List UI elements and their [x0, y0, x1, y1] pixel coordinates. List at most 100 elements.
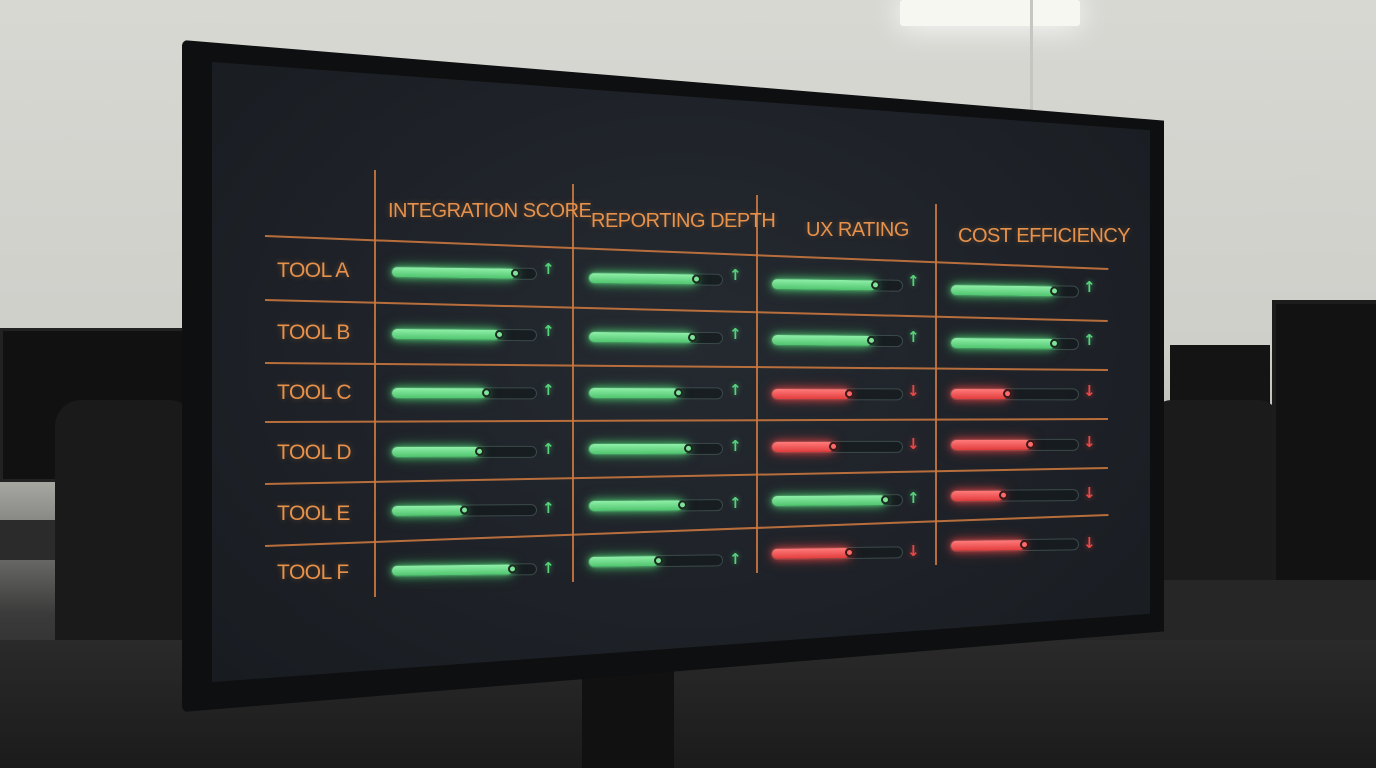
- score-bar-fill: [771, 279, 877, 291]
- score-bar-fill: [391, 446, 480, 457]
- score-bar-fill: [391, 387, 488, 399]
- arrow-up-icon: ↑: [542, 439, 555, 458]
- arrow-down-icon: ↓: [1083, 533, 1096, 552]
- arrow-up-icon: ↑: [542, 321, 555, 340]
- score-bar-knob: [691, 274, 701, 284]
- score-bar-knob: [683, 444, 693, 454]
- arrow-up-icon: ↑: [542, 499, 555, 518]
- score-bar-knob: [867, 335, 877, 345]
- score-bar: [770, 494, 904, 507]
- score-bar: [587, 499, 724, 512]
- arrow-up-icon: ↑: [729, 550, 742, 569]
- score-bar: [587, 443, 724, 456]
- table-row-divider: [264, 299, 1108, 322]
- score-bar-fill: [391, 505, 466, 517]
- score-bar-knob: [482, 388, 492, 398]
- arrow-down-icon: ↓: [907, 435, 920, 454]
- score-bar-knob: [460, 505, 470, 516]
- row-label-tool-d[interactable]: TOOL D: [277, 441, 352, 464]
- score-bar: [949, 489, 1080, 502]
- score-bar: [770, 546, 904, 560]
- score-bar-knob: [999, 490, 1009, 500]
- score-bar: [390, 327, 538, 341]
- score-bar-fill: [771, 442, 835, 453]
- row-label-tool-f[interactable]: TOOL F: [277, 561, 349, 584]
- column-header-ux-rating[interactable]: UX RATING: [806, 219, 909, 241]
- score-bar-fill: [950, 337, 1056, 349]
- score-bar-fill: [771, 547, 851, 559]
- score-bar: [949, 538, 1080, 552]
- score-bar: [587, 554, 724, 569]
- table-row-divider: [264, 362, 1108, 371]
- score-bar: [949, 439, 1080, 452]
- score-bar-knob: [1050, 338, 1060, 348]
- arrow-up-icon: ↑: [1083, 277, 1096, 296]
- score-bar-knob: [507, 564, 517, 574]
- arrow-down-icon: ↓: [907, 381, 920, 400]
- arrow-up-icon: ↑: [729, 324, 742, 343]
- score-bar-knob: [829, 442, 839, 452]
- score-bar-knob: [870, 280, 881, 290]
- score-bar-fill: [950, 389, 1009, 400]
- score-bar: [949, 388, 1080, 401]
- score-bar-fill: [588, 331, 693, 343]
- score-bar: [770, 441, 904, 454]
- score-bar-fill: [391, 564, 514, 577]
- score-bar-fill: [950, 490, 1005, 501]
- row-label-tool-e[interactable]: TOOL E: [277, 502, 350, 525]
- arrow-down-icon: ↓: [907, 541, 920, 560]
- score-bar-fill: [588, 556, 660, 568]
- score-bar-fill: [771, 334, 873, 346]
- score-bar: [770, 333, 904, 348]
- score-bar-knob: [1025, 440, 1036, 450]
- score-bar-knob: [510, 268, 520, 278]
- score-bar-fill: [588, 444, 689, 455]
- score-bar-fill: [771, 388, 851, 399]
- score-bar-fill: [588, 388, 680, 399]
- score-bar: [587, 330, 724, 345]
- table-column-divider: [756, 195, 758, 573]
- score-bar-knob: [881, 495, 891, 505]
- arrow-up-icon: ↑: [729, 437, 742, 456]
- score-bar-knob: [474, 446, 484, 456]
- arrow-up-icon: ↑: [907, 488, 920, 507]
- score-bar-knob: [678, 500, 688, 510]
- score-bar-fill: [588, 500, 684, 511]
- score-bar: [770, 387, 904, 401]
- column-header-reporting-depth[interactable]: REPORTING DEPTH: [591, 210, 776, 232]
- arrow-up-icon: ↑: [907, 327, 920, 346]
- arrow-up-icon: ↑: [542, 559, 555, 578]
- row-label-tool-a[interactable]: TOOL A: [277, 259, 349, 282]
- score-bar: [587, 272, 724, 287]
- score-bar: [949, 283, 1080, 298]
- arrow-up-icon: ↑: [1083, 330, 1096, 349]
- score-bar-knob: [654, 556, 664, 566]
- row-label-tool-c[interactable]: TOOL C: [277, 381, 352, 404]
- score-bar-fill: [771, 495, 887, 506]
- score-bar-knob: [674, 388, 684, 398]
- table-row-divider: [265, 467, 1109, 485]
- arrow-down-icon: ↓: [1083, 483, 1096, 502]
- score-bar-knob: [687, 332, 697, 342]
- score-bar: [390, 445, 538, 458]
- arrow-up-icon: ↑: [907, 272, 920, 291]
- row-label-tool-b[interactable]: TOOL B: [277, 321, 350, 344]
- column-header-cost-efficiency[interactable]: COST EFFICIENCY: [958, 225, 1131, 247]
- table-column-divider: [935, 204, 937, 565]
- table-row-divider: [265, 418, 1109, 423]
- score-bar-fill: [950, 440, 1032, 451]
- score-bar: [390, 504, 538, 518]
- arrow-up-icon: ↑: [542, 260, 555, 279]
- score-bar-knob: [844, 388, 855, 398]
- score-bar-knob: [1050, 286, 1060, 296]
- score-bar: [949, 336, 1080, 350]
- score-bar-fill: [950, 284, 1056, 297]
- monitor-screen: [212, 62, 1150, 682]
- table-column-divider: [374, 170, 376, 597]
- column-header-integration-score[interactable]: INTEGRATION SCORE: [388, 200, 592, 222]
- ceiling-light: [900, 0, 1080, 26]
- score-bar-fill: [588, 273, 697, 285]
- arrow-up-icon: ↑: [729, 493, 742, 512]
- score-bar-knob: [844, 547, 855, 557]
